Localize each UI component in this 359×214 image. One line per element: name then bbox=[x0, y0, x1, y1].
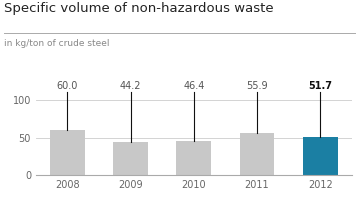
Text: in kg/ton of crude steel: in kg/ton of crude steel bbox=[4, 39, 109, 48]
Bar bbox=[113, 142, 148, 175]
Text: 46.4: 46.4 bbox=[183, 81, 205, 91]
Bar bbox=[50, 130, 85, 175]
Bar bbox=[303, 137, 337, 175]
Text: 44.2: 44.2 bbox=[120, 81, 141, 91]
Text: Specific volume of non-hazardous waste: Specific volume of non-hazardous waste bbox=[4, 2, 273, 15]
Bar bbox=[240, 133, 274, 175]
Text: 51.7: 51.7 bbox=[308, 81, 332, 91]
Bar bbox=[177, 141, 211, 175]
Text: 55.9: 55.9 bbox=[246, 81, 268, 91]
Text: 60.0: 60.0 bbox=[57, 81, 78, 91]
